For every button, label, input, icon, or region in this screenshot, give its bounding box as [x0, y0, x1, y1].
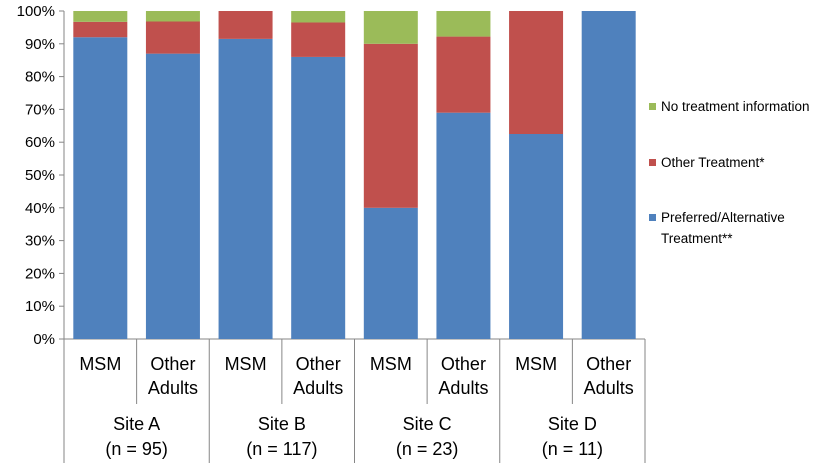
x-category-label: MSM — [79, 354, 121, 374]
bar-segment — [145, 21, 200, 54]
axis-labels: 0% 10% 20% 30% 40% 50% 60% 70% 80% 90% 100% MSM Othe… — [17, 3, 634, 459]
group-label: Site B — [258, 414, 306, 434]
bar-segment — [363, 207, 418, 339]
group-label: (n = 95) — [105, 439, 168, 459]
y-tick-label: 100% — [17, 3, 55, 20]
bar-segment — [363, 43, 418, 208]
bar-segment — [436, 36, 491, 113]
bar-segment — [73, 37, 128, 340]
x-category-label: MSM — [225, 354, 267, 374]
legend-swatch — [649, 103, 656, 110]
y-tick-label: 0% — [33, 331, 55, 348]
group-label: (n = 23) — [396, 439, 459, 459]
group-label: (n = 11) — [542, 439, 603, 459]
x-category-label: Adults — [293, 378, 343, 398]
y-tick-label: 10% — [25, 298, 55, 315]
bar-segment — [291, 11, 346, 23]
y-tick-label: 70% — [25, 101, 55, 118]
bar-segment — [145, 11, 200, 22]
legend-swatch — [649, 214, 656, 221]
bar-segment — [73, 11, 128, 22]
bar-segment — [436, 112, 491, 340]
y-tick-label: 40% — [25, 200, 55, 217]
group-label: (n = 117) — [246, 439, 317, 459]
x-category-label: MSM — [370, 354, 412, 374]
legend: No treatment information Other Treatment*… — [649, 99, 810, 246]
group-label: Site D — [548, 414, 597, 434]
bars — [73, 11, 636, 340]
y-tick-label: 90% — [25, 36, 55, 53]
y-tick-label: 80% — [25, 69, 55, 86]
y-tick-label: 60% — [25, 134, 55, 151]
bar-segment — [363, 11, 418, 44]
bar-segment — [436, 11, 491, 37]
x-category-label: MSM — [515, 354, 557, 374]
bar-segment — [509, 134, 564, 339]
x-category-label: Adults — [438, 378, 488, 398]
y-tick-label: 50% — [25, 167, 55, 184]
legend-label: Preferred/Alternative — [661, 210, 785, 225]
x-category-label: Adults — [148, 378, 198, 398]
bar-segment — [291, 56, 346, 340]
x-category-label: Other — [150, 354, 195, 374]
group-label: Site A — [113, 414, 160, 434]
x-category-label: Other — [441, 354, 486, 374]
y-tick-label: 20% — [25, 265, 55, 282]
legend-label: Other Treatment* — [661, 155, 765, 170]
x-category-label: Adults — [584, 378, 634, 398]
y-tick-label: 30% — [25, 233, 55, 250]
legend-swatch — [649, 159, 656, 166]
group-label: Site C — [403, 414, 452, 434]
bar-segment — [581, 11, 636, 339]
bar-segment — [509, 11, 564, 134]
x-category-label: Other — [296, 354, 341, 374]
bar-segment — [218, 38, 273, 339]
bar-segment — [218, 11, 273, 39]
bar-segment — [73, 21, 128, 38]
x-category-label: Other — [586, 354, 631, 374]
legend-label: Treatment** — [661, 231, 733, 246]
legend-label: No treatment information — [661, 99, 810, 114]
bar-segment — [145, 53, 200, 339]
bar-segment — [291, 22, 346, 57]
